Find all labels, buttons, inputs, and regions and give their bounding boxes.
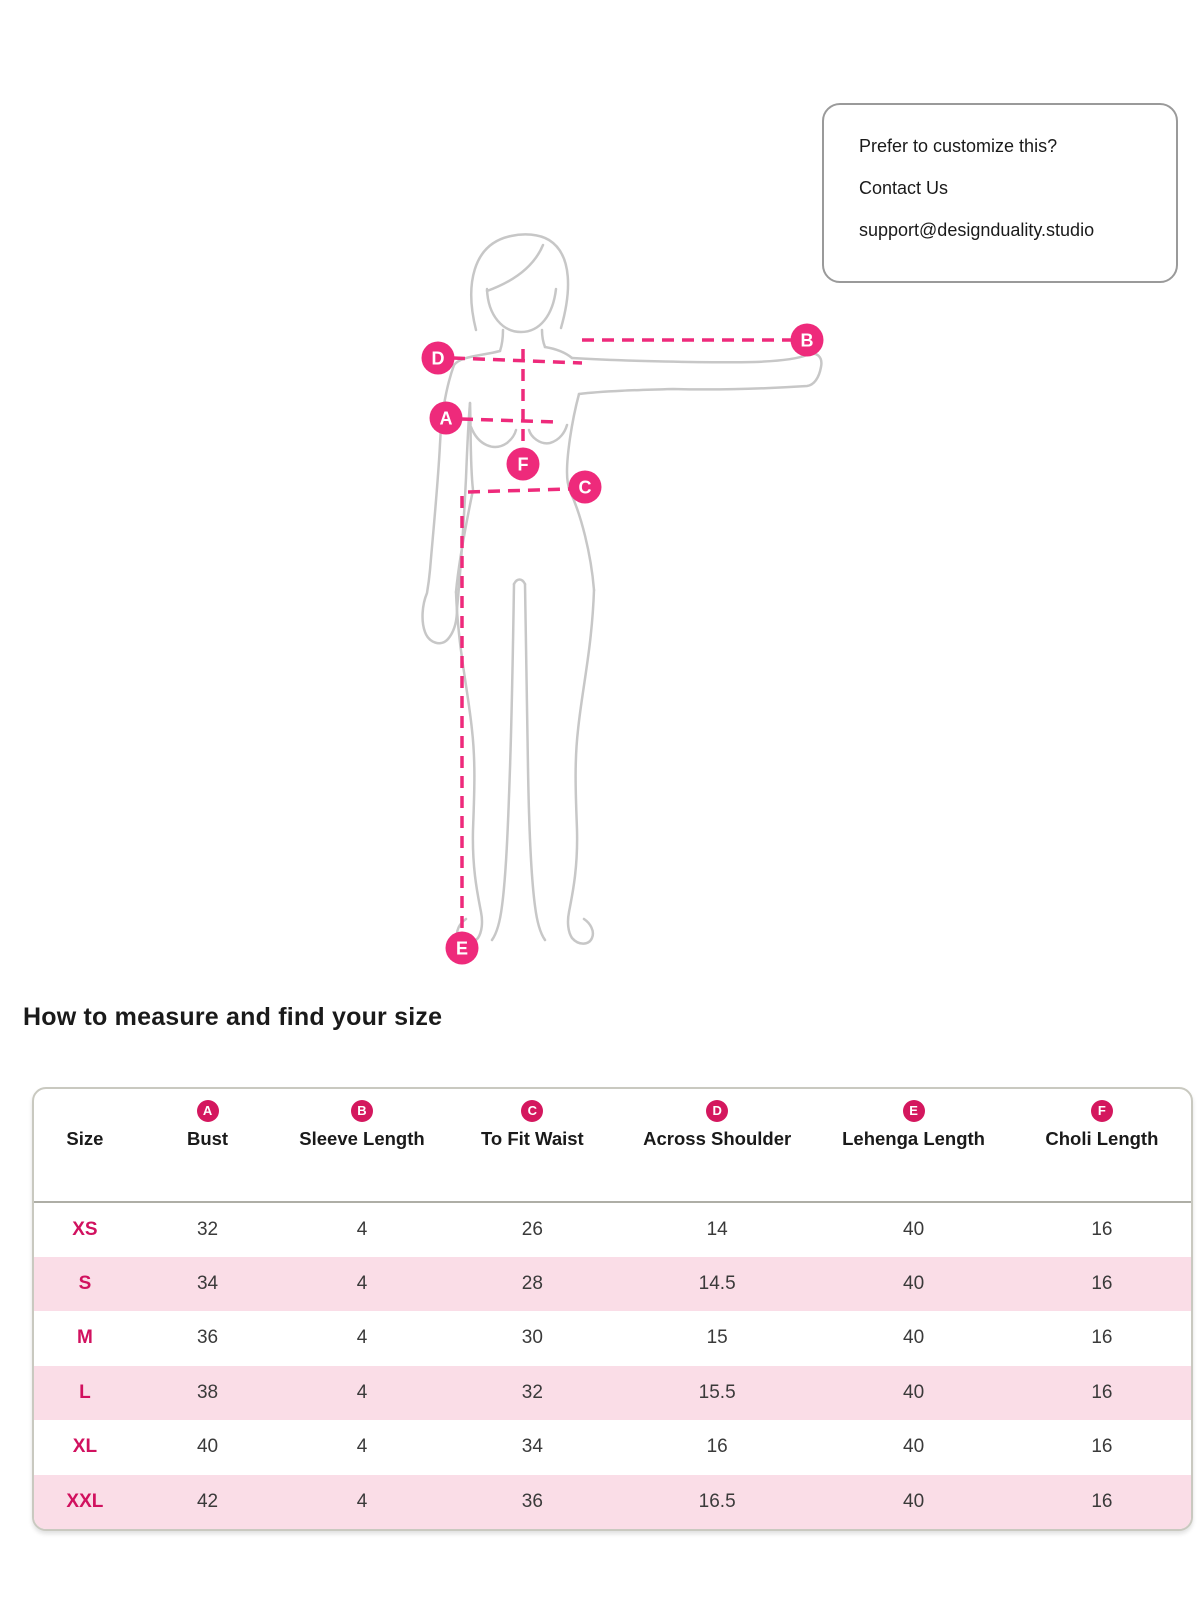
callout-contact-us: Contact Us bbox=[859, 178, 949, 198]
size-label: M bbox=[76, 1327, 93, 1349]
cell-value: 40 bbox=[903, 1272, 925, 1294]
cell-value: 28 bbox=[521, 1272, 543, 1294]
column-header-lehenga-length: E Lehenga Length bbox=[814, 1089, 1012, 1202]
cell-value: 16 bbox=[1091, 1381, 1113, 1403]
cell-value: 42 bbox=[196, 1490, 219, 1512]
column-badge-b: B bbox=[350, 1099, 373, 1122]
cell-value: 15.5 bbox=[698, 1381, 736, 1403]
marker-f: F bbox=[506, 447, 540, 481]
column-badge-f: F bbox=[1090, 1099, 1113, 1122]
table-row-xs: XS 32 4 26 14 40 16 bbox=[34, 1201, 1191, 1257]
cell-value: 16.5 bbox=[698, 1490, 736, 1512]
cell-value: 16 bbox=[1012, 1201, 1191, 1257]
cell-value: 30 bbox=[521, 1327, 543, 1349]
measurement-figure-illustration: A B C D E F bbox=[421, 233, 824, 965]
cell-value: 40 bbox=[903, 1381, 925, 1403]
svg-text:B: B bbox=[801, 331, 814, 351]
marker-d: D bbox=[421, 341, 455, 375]
cell-value: 14.5 bbox=[698, 1272, 736, 1294]
cell-value: 4 bbox=[356, 1436, 368, 1458]
column-badge-a: A bbox=[196, 1099, 219, 1122]
svg-text:C: C bbox=[579, 478, 592, 498]
column-header-to-fit-waist: C To Fit Waist bbox=[445, 1089, 620, 1202]
cell-value: 4 bbox=[356, 1327, 368, 1349]
cell-value: 15 bbox=[706, 1327, 728, 1349]
cell-value: 34 bbox=[521, 1436, 543, 1458]
cell-value: 4 bbox=[356, 1381, 368, 1403]
size-label: XL bbox=[72, 1436, 98, 1458]
table-row-m: M 36 4 30 15 40 16 bbox=[34, 1311, 1191, 1366]
column-header-bust: A Bust bbox=[136, 1089, 279, 1202]
cell-value: 16 bbox=[1091, 1327, 1113, 1349]
cell-value: 38 bbox=[196, 1381, 219, 1403]
cell-value: 16 bbox=[706, 1436, 728, 1458]
cell-value: 36 bbox=[196, 1327, 219, 1349]
marker-b: B bbox=[790, 323, 824, 357]
cell-value: 4 bbox=[356, 1272, 368, 1294]
callout-support-email[interactable]: support@designduality.studio bbox=[859, 220, 1095, 240]
size-label: XS bbox=[34, 1201, 136, 1257]
cell-value: 16 bbox=[1091, 1436, 1113, 1458]
cell-value: 34 bbox=[196, 1272, 219, 1294]
marker-a: A bbox=[429, 401, 463, 435]
cell-value: 40 bbox=[903, 1436, 925, 1458]
cell-value: 4 bbox=[279, 1201, 445, 1257]
column-badge-d: D bbox=[706, 1099, 729, 1122]
size-label: S bbox=[78, 1272, 92, 1294]
size-chart-header-row: X Size A Bust B Sleeve Length C To Fit W… bbox=[34, 1089, 1191, 1202]
cell-value: 16 bbox=[1091, 1490, 1113, 1512]
column-badge-e: E bbox=[902, 1099, 925, 1122]
marker-c: C bbox=[568, 470, 602, 504]
column-badge-c: C bbox=[521, 1099, 544, 1122]
across-shoulder-line bbox=[452, 356, 583, 365]
size-label: XXL bbox=[66, 1490, 104, 1512]
column-header-sleeve-length: B Sleeve Length bbox=[279, 1089, 444, 1202]
svg-text:F: F bbox=[518, 455, 529, 475]
cell-value: 40 bbox=[196, 1436, 219, 1458]
cell-value: 40 bbox=[903, 1327, 925, 1349]
measurement-lines bbox=[452, 338, 791, 931]
cell-value: 36 bbox=[521, 1490, 543, 1512]
callout-question: Prefer to customize this? bbox=[859, 136, 1058, 156]
cell-value: 14 bbox=[619, 1201, 815, 1257]
svg-text:E: E bbox=[456, 939, 468, 959]
cell-value: 40 bbox=[903, 1490, 925, 1512]
cell-value: 4 bbox=[356, 1490, 368, 1512]
cell-value: 32 bbox=[135, 1201, 280, 1257]
size-chart: X Size A Bust B Sleeve Length C To Fit W… bbox=[32, 1087, 1193, 1531]
size-label: L bbox=[79, 1381, 91, 1403]
page-title: How to measure and find your size bbox=[23, 1003, 443, 1031]
cell-value: 40 bbox=[814, 1201, 1013, 1257]
svg-text:A: A bbox=[440, 409, 453, 429]
customize-callout: Prefer to customize this? Contact Us sup… bbox=[822, 103, 1178, 283]
marker-e: E bbox=[445, 931, 479, 965]
column-header-across-shoulder: D Across Shoulder bbox=[620, 1089, 814, 1202]
waist-line bbox=[467, 487, 570, 494]
column-header-size: X Size bbox=[66, 1127, 104, 1149]
table-row-xl: XL 40 4 34 16 40 16 bbox=[34, 1420, 1191, 1475]
table-row-l: L 38 4 32 15.5 40 16 bbox=[34, 1365, 1191, 1420]
svg-text:D: D bbox=[432, 349, 445, 369]
bust-line bbox=[460, 417, 559, 424]
table-row-xxl: XXL 42 4 36 16.5 40 16 bbox=[34, 1474, 1191, 1529]
cell-value: 16 bbox=[1091, 1272, 1113, 1294]
measurement-markers: A B C D E F bbox=[421, 323, 824, 965]
cell-value: 32 bbox=[521, 1381, 543, 1403]
column-header-choli-length: F Choli Length bbox=[1013, 1089, 1191, 1202]
body-outline bbox=[421, 233, 823, 945]
table-row-s: S 34 4 28 14.5 40 16 bbox=[34, 1256, 1191, 1311]
cell-value: 26 bbox=[444, 1201, 620, 1257]
